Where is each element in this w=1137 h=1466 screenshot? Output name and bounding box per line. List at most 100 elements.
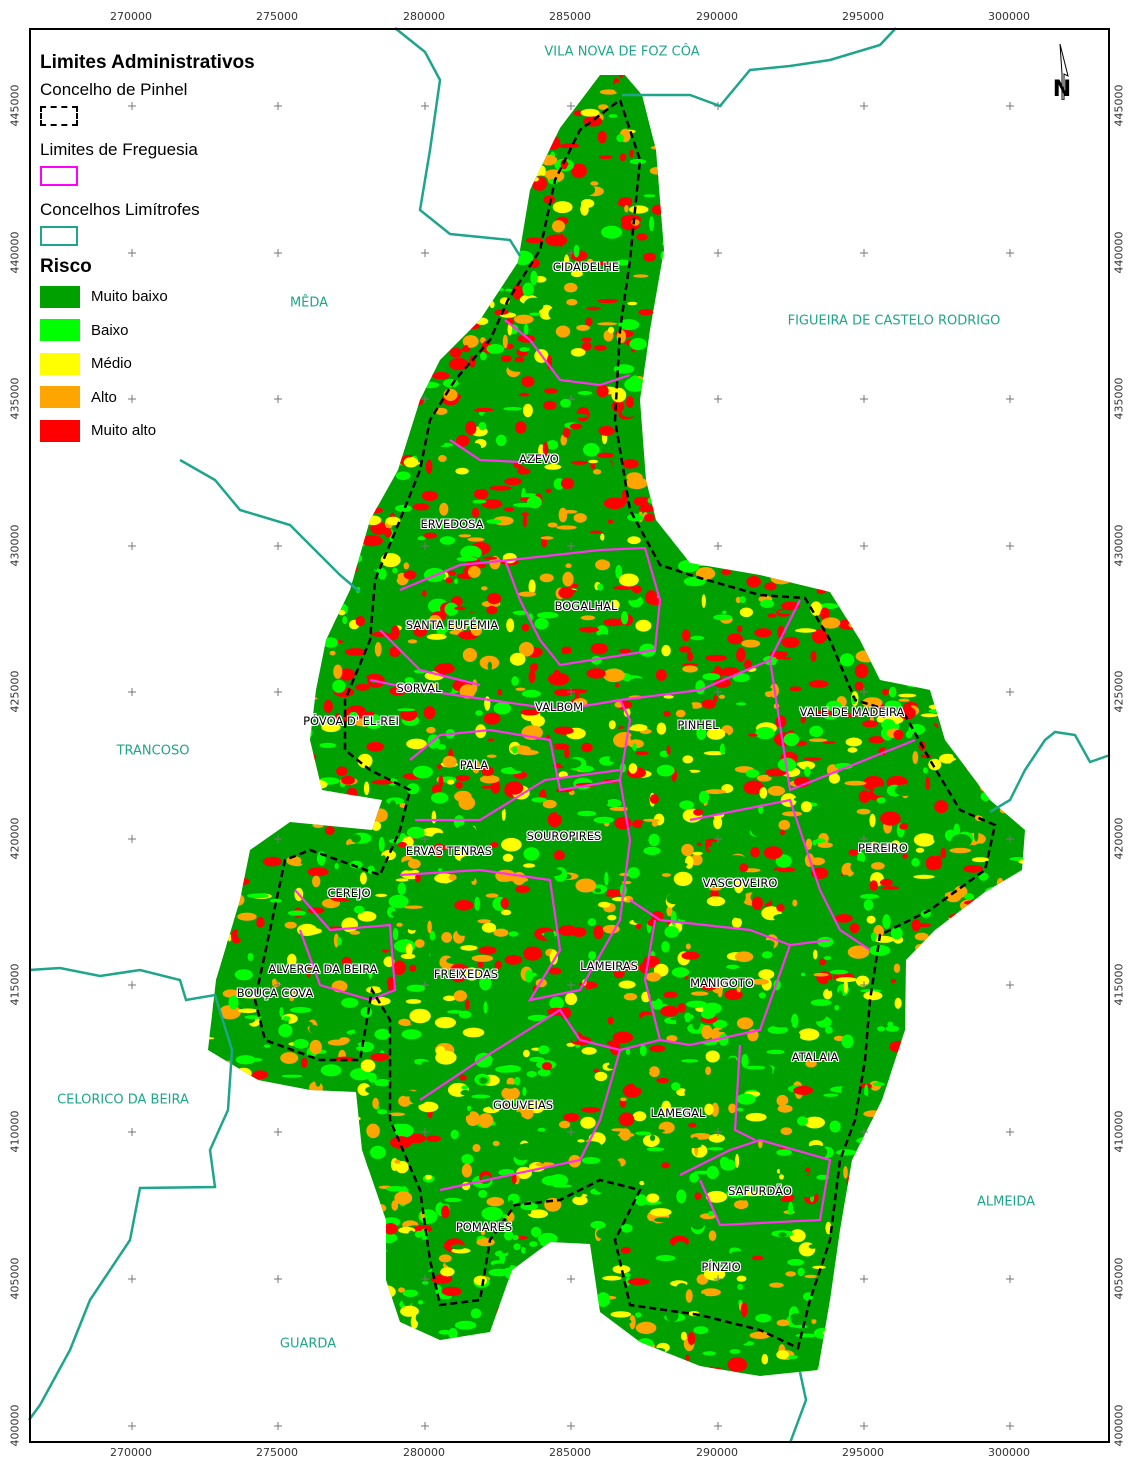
parish-label: SOUROPIRES [526,829,602,843]
risk-swatch [40,419,80,442]
parish-label: CEREJO [327,886,371,900]
svg-text:N: N [1053,77,1071,100]
legend-item-3: Alto [40,381,255,415]
risk-label: Baixo [91,321,129,339]
parish-label: SAFURDÃO [728,1184,792,1198]
y-tick-label: 430000 [1112,524,1126,567]
y-tick-label: 415000 [1112,963,1126,1006]
parish-label: BOUÇA COVA [236,986,314,1000]
parish-label: CIDADELHE [552,260,620,274]
x-tick-label: 300000 [988,1446,1030,1459]
risk-swatch [40,386,80,409]
parish-label: POMARES [455,1220,513,1234]
parish-boundaries [294,319,916,1227]
legend-limitrofes-label: Concelhos Limítrofes [40,200,200,219]
neighbor-label: CELORICO DA BEIRA [57,1092,189,1108]
y-tick-label: 410000 [8,1110,22,1153]
y-tick-label: 400000 [1112,1404,1126,1447]
x-tick-label: 275000 [256,1446,298,1459]
parish-label: ATALAIA [791,1050,839,1064]
parish-label: ERVEDOSA [420,517,484,531]
parish-label: FREIXEDAS [433,967,499,981]
legend-title: Limites Administrativos [40,52,255,73]
neighbor-label: VILA NOVA DE FOZ CÔA [544,44,700,60]
y-tick-label: 410000 [1112,1110,1126,1153]
limitrofes-swatch [40,226,78,246]
parish-label: VALE DE MADEIRA [799,705,905,719]
x-tick-label: 280000 [403,1446,445,1459]
concelho-swatch [40,106,78,126]
y-tick-label: 405000 [1112,1257,1126,1300]
parish-label: PINHEL [677,718,719,732]
legend-item-4: Muito alto [40,414,255,448]
parish-label: PÓVOA D' EL-REI [303,714,399,728]
parish-label: LAMEIRAS [580,959,638,973]
y-tick-label: 445000 [8,84,22,127]
y-tick-label: 430000 [8,524,22,567]
parish-label: SORVAL [396,681,442,695]
y-tick-label: 440000 [1112,231,1126,274]
risk-swatch [40,352,80,375]
neighbor-label: TRANCOSO [116,743,190,759]
parish-label: VASCOVEIRO [702,876,778,890]
grid-crosses [128,102,1014,1430]
legend-item-0: Muito baixo [40,280,255,314]
y-tick-label: 435000 [1112,377,1126,420]
neighbor-label: ALMEIDA [976,1194,1036,1210]
parish-label: SANTA EUFÉMIA [405,618,499,632]
risk-label: Alto [91,388,117,406]
y-tick-label: 435000 [8,377,22,420]
legend: Limites Administrativos Concelho de Pinh… [40,52,255,448]
parish-label: PALA [459,758,489,772]
north-arrow-icon: N [1053,43,1071,102]
parish-label: LAMEGAL [650,1106,706,1120]
y-tick-label: 425000 [8,670,22,713]
neighbor-label: MÊDA [289,295,329,311]
y-tick-label: 420000 [8,817,22,860]
x-tick-label: 270000 [110,10,152,23]
y-tick-label: 440000 [8,231,22,274]
neighbor-label: FIGUEIRA DE CASTELO RODRIGO [787,313,1001,329]
neighbor-boundaries [27,27,1111,1444]
north-arrow: N [1050,43,1074,104]
pinhel-boundary [253,97,997,1350]
x-tick-label: 290000 [696,1446,738,1459]
freguesia-swatch [40,166,78,186]
legend-item-2: Médio [40,347,255,381]
risk-title: Risco [40,256,92,277]
map-frame [29,28,1110,1443]
y-tick-label: 420000 [1112,817,1126,860]
y-tick-label: 425000 [1112,670,1126,713]
y-tick-label: 415000 [8,963,22,1006]
risk-label: Muito baixo [91,288,168,306]
x-tick-label: 275000 [256,10,298,23]
parish-label: MANIGOTO [690,976,754,990]
x-tick-label: 270000 [110,1446,152,1459]
x-tick-label: 295000 [842,10,884,23]
y-tick-label: 400000 [8,1404,22,1447]
parish-label: GOUVEIAS [492,1098,554,1112]
parish-label: ALVERCA DA BEIRA [268,962,378,976]
parish-label: ERVAS TENRAS [405,844,493,858]
risk-label: Médio [91,355,132,373]
parish-label: PEREIRO [858,841,908,855]
x-tick-label: 300000 [988,10,1030,23]
parish-label: AZEVO [519,452,559,466]
x-tick-label: 290000 [696,10,738,23]
parish-label: VALBOM [534,700,584,714]
y-tick-label: 405000 [8,1257,22,1300]
parish-label: PÍNZIO [701,1260,741,1274]
legend-freguesia-label: Limites de Freguesia [40,140,198,159]
parish-label: BOGALHAL [554,599,618,613]
neighbor-label: GUARDA [279,1336,337,1352]
risk-swatch [40,285,80,308]
risk-swatch [40,319,80,342]
legend-item-1: Baixo [40,314,255,348]
x-tick-label: 295000 [842,1446,884,1459]
x-tick-label: 285000 [549,1446,591,1459]
x-tick-label: 285000 [549,10,591,23]
legend-concelho-label: Concelho de Pinhel [40,80,188,99]
risk-label: Muito alto [91,422,157,440]
x-tick-label: 280000 [403,10,445,23]
